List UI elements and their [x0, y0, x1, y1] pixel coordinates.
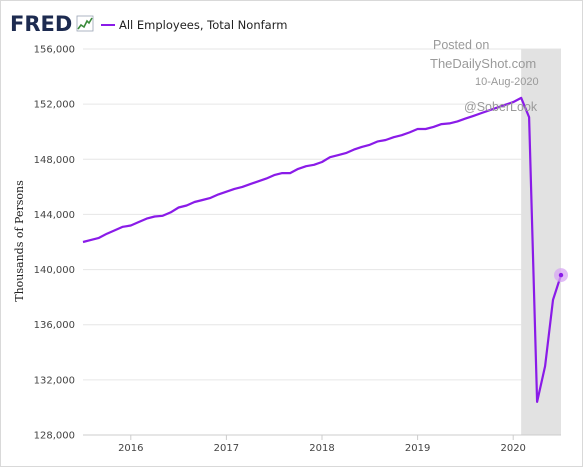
y-tick-label: 156,000: [34, 45, 75, 56]
fred-logo-chart-icon: [76, 15, 94, 32]
legend-label: All Employees, Total Nonfarm: [119, 18, 287, 32]
y-tick-label: 144,000: [34, 210, 75, 221]
y-tick-label: 148,000: [34, 155, 75, 166]
grid-lines: [83, 48, 561, 436]
y-axis-label: Thousands of Persons: [13, 180, 26, 302]
y-tick-labels: 128,000 132,000 136,000 140,000 144,000 148,0…: [34, 45, 75, 442]
last-point-marker: [558, 272, 564, 278]
watermark-line-4: @SoberLook: [464, 100, 538, 114]
x-tick-label: 2020: [500, 443, 525, 454]
x-tick-labels: 2016 2017 2018 2019 2020: [118, 435, 526, 454]
y-tick-label: 140,000: [34, 265, 75, 276]
y-tick-label: 128,000: [34, 431, 75, 442]
series-line: [82, 96, 563, 403]
header: FRED All Employees, Total Nonfarm: [10, 12, 287, 36]
watermark: Posted on TheDailyShot.com 10-Aug-2020 @…: [430, 38, 539, 114]
y-tick-label: 132,000: [34, 375, 75, 386]
x-tick-label: 2016: [118, 443, 143, 454]
x-tick-label: 2019: [405, 443, 430, 454]
watermark-line-1: Posted on: [433, 38, 489, 52]
fred-logo-text: FRED: [10, 12, 72, 36]
watermark-line-3: 10-Aug-2020: [475, 76, 539, 88]
watermark-line-2: TheDailyShot.com: [430, 56, 536, 71]
y-tick-label: 136,000: [34, 320, 75, 331]
y-tick-label: 152,000: [34, 100, 75, 111]
x-tick-label: 2018: [309, 443, 334, 454]
x-tick-label: 2017: [214, 443, 239, 454]
series-layer: [82, 96, 568, 403]
